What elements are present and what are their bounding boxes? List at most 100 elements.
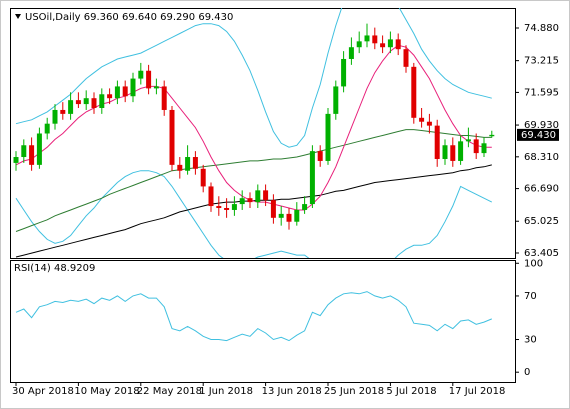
candle-body — [325, 113, 331, 161]
price-tag-label: 69.430 — [521, 130, 556, 141]
y-tick-label: 70 — [524, 291, 537, 302]
candle-body — [286, 213, 292, 222]
symbol: USOil,Daily — [25, 12, 81, 23]
candle-body — [356, 41, 362, 48]
candle-body — [419, 117, 425, 122]
candle-body — [146, 70, 152, 89]
candle-body — [83, 98, 89, 105]
y-tick-label: 0 — [524, 367, 530, 378]
x-tick-label: 1 Jun 2018 — [199, 386, 253, 397]
candle-body — [200, 168, 206, 187]
candle-body — [302, 204, 308, 210]
candle-body — [333, 86, 339, 114]
x-tick-label: 22 May 2018 — [137, 386, 202, 397]
candle-body — [153, 86, 159, 89]
y-tick-label: 71.595 — [524, 87, 559, 98]
indicator-line — [15, 8, 492, 148]
y-tick-label: 100 — [524, 258, 543, 269]
candle-body — [364, 35, 370, 42]
rsi-panel — [10, 260, 516, 383]
candle-body — [161, 86, 167, 110]
x-tick-label: 5 Jul 2018 — [386, 386, 436, 397]
candle-body — [473, 139, 479, 154]
candle-body — [52, 109, 58, 124]
candle-body — [395, 39, 401, 50]
candle-body — [489, 134, 495, 137]
candle-body — [138, 70, 144, 79]
rsi-plot — [15, 291, 492, 342]
y-tick-label: 69.930 — [524, 120, 559, 131]
x-tick-label: 30 Apr 2018 — [12, 386, 74, 397]
candle-body — [36, 133, 42, 165]
candle-body — [122, 86, 128, 97]
candle-body — [177, 164, 183, 171]
candle-body — [114, 86, 120, 99]
candle-body — [247, 198, 253, 203]
candle-body — [130, 78, 136, 97]
candle-body — [348, 47, 354, 59]
close-value: 69.430 — [198, 12, 233, 23]
rsi-title: RSI(14) 48.9209 — [14, 263, 95, 274]
main-panel — [10, 8, 516, 259]
y-tick-label: 66.690 — [524, 184, 559, 195]
candle-body — [442, 145, 448, 159]
header: USOil,Daily 69.360 69.640 69.290 69.430 — [25, 12, 233, 23]
x-tick-label: 25 Jun 2018 — [324, 386, 384, 397]
indicator-line — [15, 129, 492, 232]
candle-body — [403, 49, 409, 67]
candle-body — [278, 213, 284, 218]
open-value: 69.360 — [84, 12, 119, 23]
x-tick-label: 13 Jun 2018 — [262, 386, 322, 397]
candle-body — [387, 39, 393, 48]
candle-body — [208, 186, 214, 207]
candle-body — [216, 206, 222, 208]
candle-body — [270, 200, 276, 218]
candle-body — [107, 94, 113, 99]
candle-body — [380, 43, 386, 48]
candle-body — [21, 145, 27, 158]
x-tick-label: 17 Jul 2018 — [449, 386, 506, 397]
candle-body — [317, 151, 323, 161]
candle-body — [411, 66, 417, 118]
candle-body — [263, 190, 269, 201]
candle-body — [434, 125, 440, 159]
y-tick-label: 73.215 — [524, 56, 559, 67]
candle-body — [13, 157, 19, 163]
low-value: 69.290 — [160, 12, 195, 23]
candle-body — [372, 35, 378, 44]
y-tick-label: 30 — [524, 335, 537, 346]
rsi-line — [15, 291, 492, 342]
y-tick-label: 74.880 — [524, 23, 559, 34]
candle-body — [450, 145, 456, 161]
candle-body — [68, 100, 74, 114]
y-tick-label: 68.310 — [524, 152, 559, 163]
price-tag — [517, 128, 559, 141]
candle-body — [341, 58, 347, 87]
candle-body — [426, 121, 432, 126]
x-tick-label: 10 May 2018 — [74, 386, 139, 397]
y-tick-label: 65.025 — [524, 216, 559, 227]
dropdown-icon — [15, 14, 21, 19]
high-value: 69.640 — [122, 12, 157, 23]
candle-body — [458, 141, 464, 161]
candle-body — [75, 100, 81, 105]
candle-body — [99, 94, 105, 108]
candle-body — [44, 123, 50, 134]
candle-body — [309, 151, 315, 205]
candle-body — [91, 98, 97, 108]
candle-body — [224, 208, 230, 210]
candle-body — [60, 109, 66, 114]
candle-body — [294, 209, 300, 222]
main-plot — [13, 8, 495, 258]
indicator-line — [15, 170, 493, 258]
candle-body — [239, 198, 245, 205]
y-tick-label: 63.405 — [524, 248, 559, 259]
candle-body — [192, 157, 198, 169]
candle-body — [185, 157, 191, 171]
candle-body — [169, 109, 175, 165]
candle-body — [465, 139, 471, 142]
candle-body — [29, 145, 35, 165]
